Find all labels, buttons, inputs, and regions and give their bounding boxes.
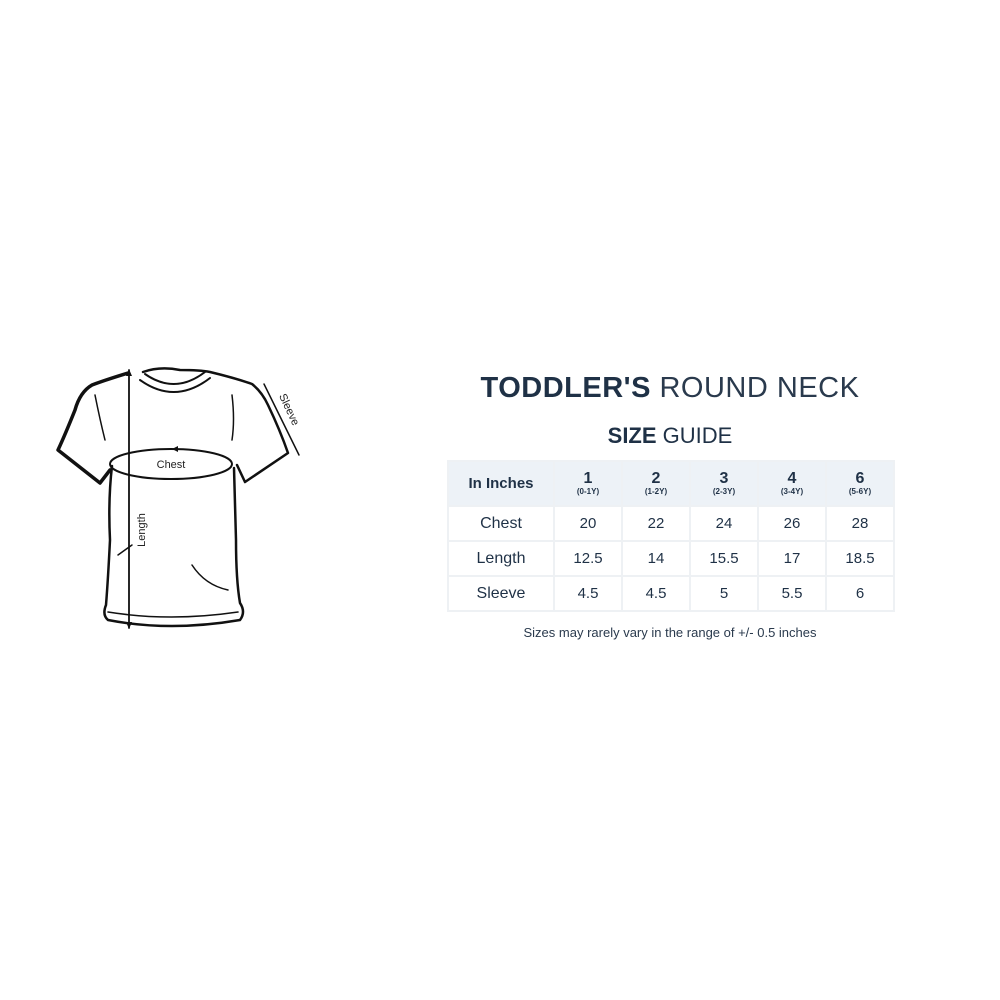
size-age: (5-6Y) bbox=[848, 487, 872, 496]
table-cell: 5 bbox=[689, 575, 759, 612]
subtitle-bold: SIZE bbox=[607, 423, 657, 448]
shirt-outline-right bbox=[141, 367, 290, 484]
row-label: Sleeve bbox=[447, 575, 555, 612]
tshirt-diagram: Chest Length Sleeve bbox=[56, 367, 301, 629]
size-table: In Inches 1 (0-1Y) 2 (1-2Y) 3 (2-3Y) 4 (3-4Y… bbox=[447, 460, 895, 612]
table-cell: 24 bbox=[689, 505, 759, 542]
sleeve-label: Sleeve bbox=[276, 392, 301, 428]
shirt-outline-left bbox=[56, 371, 130, 485]
subtitle-light: GUIDE bbox=[662, 423, 733, 448]
table-cell: 4.5 bbox=[621, 575, 691, 612]
size-header: 6 (5-6Y) bbox=[825, 460, 895, 507]
table-row-chest: Chest 20 22 24 26 28 bbox=[447, 505, 895, 542]
shirt-folds bbox=[94, 394, 239, 618]
table-row-length: Length 12.5 14 15.5 17 18.5 bbox=[447, 540, 895, 577]
size-number: 3 bbox=[719, 470, 729, 487]
size-age: (1-2Y) bbox=[644, 487, 668, 496]
size-number: 6 bbox=[855, 470, 865, 487]
table-header-row: In Inches 1 (0-1Y) 2 (1-2Y) 3 (2-3Y) 4 (3-4Y… bbox=[447, 460, 895, 507]
table-cell: 15.5 bbox=[689, 540, 759, 577]
length-label: Length bbox=[136, 513, 148, 547]
sleeve-measure-line bbox=[263, 383, 300, 456]
table-cell: 14 bbox=[621, 540, 691, 577]
size-header: 3 (2-3Y) bbox=[689, 460, 759, 507]
corner-header: In Inches bbox=[447, 460, 555, 507]
table-cell: 22 bbox=[621, 505, 691, 542]
title-light: ROUND NECK bbox=[659, 372, 860, 404]
size-age: (0-1Y) bbox=[576, 487, 600, 496]
size-number: 4 bbox=[787, 470, 797, 487]
table-cell: 20 bbox=[553, 505, 623, 542]
table-cell: 4.5 bbox=[553, 575, 623, 612]
size-number: 2 bbox=[651, 470, 661, 487]
shirt-body bbox=[103, 464, 245, 628]
table-cell: 6 bbox=[825, 575, 895, 612]
size-age: (2-3Y) bbox=[712, 487, 736, 496]
title-bold: TODDLER'S bbox=[480, 372, 651, 404]
table-cell: 5.5 bbox=[757, 575, 827, 612]
table-cell: 28 bbox=[825, 505, 895, 542]
shirt-collar bbox=[139, 371, 211, 393]
table-row-sleeve: Sleeve 4.5 4.5 5 5.5 6 bbox=[447, 575, 895, 612]
chest-label: Chest bbox=[157, 459, 186, 471]
table-cell: 17 bbox=[757, 540, 827, 577]
size-header: 4 (3-4Y) bbox=[757, 460, 827, 507]
row-label: Length bbox=[447, 540, 555, 577]
size-age: (3-4Y) bbox=[780, 487, 804, 496]
page-title: TODDLER'S ROUND NECK bbox=[440, 372, 900, 405]
chest-measure-ellipse bbox=[109, 448, 233, 480]
table-cell: 18.5 bbox=[825, 540, 895, 577]
size-header: 1 (0-1Y) bbox=[553, 460, 623, 507]
page-subtitle: SIZE GUIDE bbox=[440, 423, 900, 449]
size-variance-note: Sizes may rarely vary in the range of +/… bbox=[523, 625, 817, 640]
row-label: Chest bbox=[447, 505, 555, 542]
size-header: 2 (1-2Y) bbox=[621, 460, 691, 507]
table-cell: 12.5 bbox=[553, 540, 623, 577]
table-cell: 26 bbox=[757, 505, 827, 542]
chest-arrow-icon bbox=[172, 446, 178, 452]
size-number: 1 bbox=[583, 470, 593, 487]
